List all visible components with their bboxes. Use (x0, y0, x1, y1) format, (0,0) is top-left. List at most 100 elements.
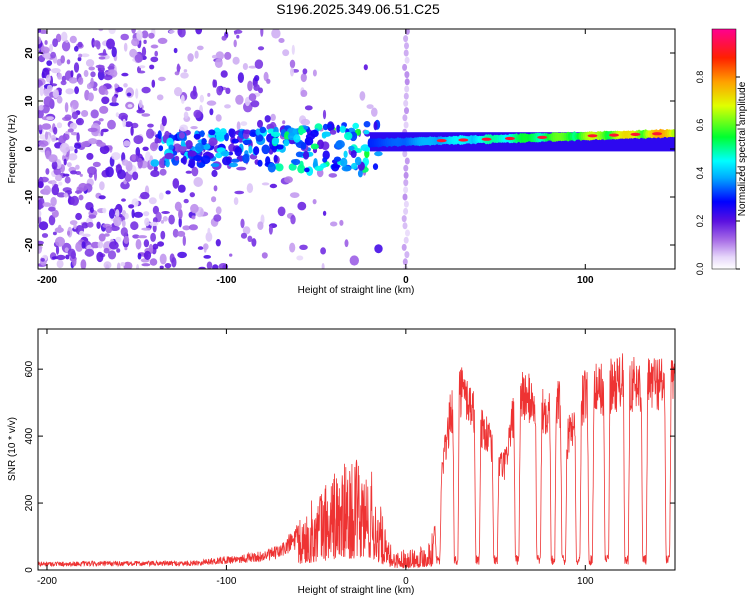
spectrogram-noise-blob (182, 235, 186, 246)
spectrogram-dispersed-blob (210, 163, 220, 168)
spectrogram-noise-blob (184, 106, 192, 112)
spectrogram-noise-blob (159, 168, 167, 176)
spectrogram-noise-blob (121, 198, 126, 202)
spectrogram-noise-blob (98, 195, 106, 200)
spectrogram-noise-blob (67, 248, 76, 257)
spectrogram-dispersed-blob (221, 150, 230, 157)
spectrogram-noise-blob (289, 242, 296, 253)
spectrogram-dispersed-blob (374, 151, 383, 157)
spectrogram-noise-blob (87, 127, 98, 133)
spectrogram-noise-blob (198, 266, 206, 269)
spectrogram-noise-blob (123, 83, 128, 88)
spectrogram-noise-blob (187, 53, 194, 62)
spectrogram-noise-blob (44, 40, 48, 45)
spectrogram-noise-blob (136, 30, 143, 41)
spectrogram-band-peak (609, 133, 619, 137)
spectrogram-streak-blob (402, 222, 408, 230)
spectrogram-dispersed-blob (180, 140, 186, 147)
spectrogram-noise-blob (60, 164, 65, 173)
spectrogram-noise-blob (141, 86, 151, 94)
spectrogram-noise-blob (38, 240, 44, 245)
spectrogram-noise-blob (123, 42, 128, 52)
spectrogram-noise-blob (50, 51, 56, 59)
spectrogram-noise-blob (247, 235, 253, 242)
spectrogram-noise-blob (135, 239, 142, 250)
spectrogram-noise-blob (90, 77, 94, 89)
spectrogram-dispersed-blob (228, 162, 238, 168)
spectrogram-noise-blob (44, 131, 49, 140)
colorbar-ticks: 0.0 0.2 0.4 0.6 0.8 (695, 71, 740, 276)
spectrogram-noise-blob (146, 128, 155, 139)
snr-xtick-label: 0 (403, 576, 409, 587)
spectrogram-noise-blob (78, 53, 83, 58)
spectrogram-noise-blob (104, 233, 110, 237)
spectrogram-dispersed-blob (188, 158, 196, 169)
spectrogram-noise-blob (214, 58, 223, 68)
spectrogram-noise-blob (98, 233, 106, 242)
snr-xtick-label: 100 (577, 576, 594, 587)
spectrogram-noise-blob (92, 161, 101, 168)
spectrogram-noise-blob (38, 29, 42, 33)
spectrogram-noise-blob (211, 54, 218, 59)
spectrogram-noise-blob (236, 121, 241, 131)
spectrogram-noise-blob (183, 198, 189, 204)
spectrogram-noise-blob (206, 100, 217, 106)
spectrogram-noise-blob (75, 212, 82, 221)
spectrogram-dispersed-blob (243, 129, 251, 135)
spectrogram-dispersed-blob (185, 140, 193, 150)
spectrogram-dispersed-blob (234, 146, 242, 157)
spectrogram-xtick-label: -200 (37, 275, 57, 286)
spectrogram-noise-blob (70, 70, 74, 78)
spectrogram-noise-blob (243, 101, 253, 113)
spectrogram-noise-blob (136, 264, 140, 269)
spectrogram-dispersed-blob (360, 144, 370, 152)
spectrogram-noise-blob (291, 44, 295, 55)
spectrogram-noise-blob (116, 248, 121, 253)
spectrogram-noise-blob (193, 109, 202, 119)
snr-xtick-label: -100 (216, 576, 236, 587)
spectrogram-noise-blob (135, 88, 139, 99)
colorbar-tick-label: 0.0 (695, 263, 705, 276)
spectrogram-noise-blob (207, 227, 211, 235)
spectrogram-noise-blob (363, 64, 368, 71)
spectrogram-noise-blob (137, 70, 146, 74)
spectrogram-noise-blob (111, 152, 121, 161)
spectrogram-dispersed-blob (255, 134, 264, 142)
spectrogram-dispersed-blob (257, 159, 263, 167)
spectrogram-noise-blob (61, 40, 71, 52)
spectrogram-noise-blob (183, 69, 188, 73)
spectrogram-noise-blob (172, 178, 180, 189)
snr-background (38, 329, 675, 570)
spectrogram-noise-blob (224, 104, 231, 109)
spectrogram-noise-blob (247, 80, 253, 92)
spectrogram-noise-blob (199, 94, 204, 103)
spectrogram-noise-blob (108, 29, 116, 35)
spectrogram-noise-blob (68, 77, 78, 84)
spectrogram-noise-blob (103, 74, 113, 81)
spectrogram-noise-blob (278, 38, 285, 43)
spectrogram-noise-blob (38, 124, 43, 131)
spectrogram-dispersed-blob (322, 123, 329, 131)
spectrogram-noise-blob (150, 169, 160, 178)
spectrogram-noise-blob (161, 211, 170, 214)
spectrogram-noise-blob (87, 221, 94, 228)
spectrogram-noise-blob (158, 192, 164, 200)
spectrogram-dispersed-blob (336, 124, 341, 133)
spectrogram-dispersed-blob (157, 130, 162, 140)
spectrogram-noise-blob (51, 68, 61, 74)
spectrogram-noise-blob (127, 104, 133, 108)
spectrogram-dispersed-blob (208, 137, 218, 146)
spectrogram-noise-blob (132, 171, 139, 181)
spectrogram-noise-blob (244, 96, 251, 107)
spectrogram-noise-blob (65, 39, 69, 43)
spectrogram-dispersed-blob (255, 128, 261, 136)
spectrogram-noise-blob (236, 34, 240, 39)
spectrogram-noise-blob (193, 177, 203, 187)
spectrogram-noise-blob (133, 211, 143, 218)
spectrogram-noise-blob (328, 173, 338, 178)
spectrogram-dispersed-blob (231, 138, 239, 144)
spectrogram-streak-blob (403, 179, 409, 187)
spectrogram-noise-blob (124, 213, 129, 220)
spectrogram-noise-blob (86, 152, 94, 160)
